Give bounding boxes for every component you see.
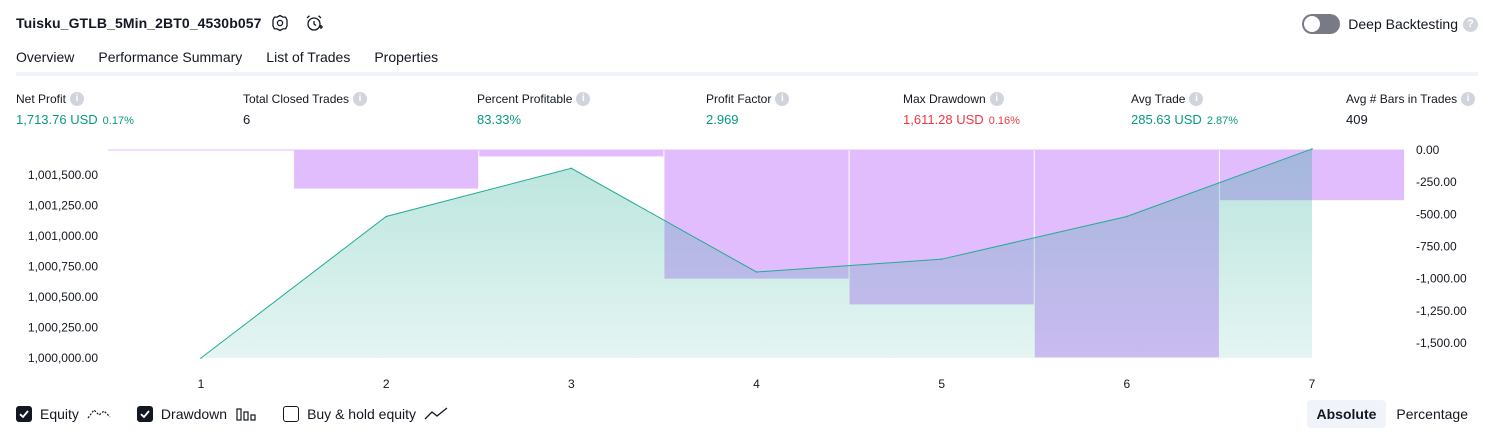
metric-value: 6 bbox=[243, 112, 251, 127]
metric-avg-bars-in-trades: Avg # Bars in Trades i 409 bbox=[1346, 92, 1476, 127]
metric-value: 83.33% bbox=[477, 112, 522, 127]
info-icon[interactable]: i bbox=[353, 92, 368, 106]
chart-legend: Equity Drawdown Buy & hold equity bbox=[16, 403, 474, 425]
x-axis-tick-label: 6 bbox=[1123, 377, 1130, 391]
info-icon[interactable]: i bbox=[989, 92, 1004, 106]
metric-label: Avg Trade bbox=[1131, 92, 1186, 106]
equity-point bbox=[1126, 215, 1128, 218]
metric-net-profit: Net Profit i 1,713.76 USD 0.17% bbox=[16, 92, 134, 127]
equity-point bbox=[385, 215, 387, 218]
buy-hold-checkbox[interactable] bbox=[283, 406, 300, 422]
tabs-divider bbox=[16, 72, 1478, 76]
metric-label: Profit Factor bbox=[706, 92, 772, 106]
equity-drawdown-chart[interactable]: 1,001,500.00 1,001,250.00 1,001,000.00 1,00… bbox=[0, 140, 1494, 398]
info-icon[interactable]: i bbox=[70, 92, 85, 106]
metric-avg-trade: Avg Trade i 285.63 USD 2.87% bbox=[1131, 92, 1238, 127]
toggle-knob bbox=[1304, 16, 1321, 32]
right-axis-tick-label: -1,250.00 bbox=[1416, 304, 1467, 318]
metrics-row: Net Profit i 1,713.76 USD 0.17% Total Clos… bbox=[16, 92, 1478, 132]
equity-point bbox=[570, 167, 573, 170]
mode-switch: Absolute Percentage bbox=[1306, 400, 1479, 428]
legend-equity[interactable]: Equity bbox=[16, 406, 111, 422]
right-axis-tick-label: -750.00 bbox=[1416, 240, 1457, 254]
metric-label: Percent Profitable bbox=[477, 92, 573, 106]
info-icon[interactable]: i bbox=[1189, 92, 1204, 106]
left-axis-tick-label: 1,000,000.00 bbox=[28, 351, 98, 365]
alarm-clock-plus-icon[interactable] bbox=[304, 13, 324, 33]
gear-icon[interactable] bbox=[270, 13, 290, 33]
left-axis-tick-label: 1,000,750.00 bbox=[28, 260, 98, 274]
percentage-button[interactable]: Percentage bbox=[1396, 406, 1468, 422]
equity-checkbox[interactable] bbox=[16, 406, 32, 422]
equity-point bbox=[200, 357, 202, 359]
legend-drawdown[interactable]: Drawdown bbox=[136, 406, 257, 422]
info-icon[interactable]: i bbox=[576, 92, 591, 106]
tab-performance-summary[interactable]: Performance Summary bbox=[98, 49, 243, 65]
left-axis-tick-label: 1,000,500.00 bbox=[28, 290, 98, 304]
tab-properties[interactable]: Properties bbox=[374, 49, 439, 65]
header: Tuisku_GTLB_5Min_2BT0_4530b057 Deep Back… bbox=[0, 0, 1494, 46]
metric-total-closed-trades: Total Closed Trades i 6 bbox=[243, 92, 368, 127]
right-axis-tick-label: -1,500.00 bbox=[1416, 336, 1467, 350]
metric-label: Max Drawdown bbox=[903, 92, 986, 106]
metric-max-drawdown: Max Drawdown i 1,611.28 USD 0.16% bbox=[903, 92, 1020, 127]
help-icon[interactable]: ? bbox=[1463, 16, 1478, 32]
left-axis-tick-label: 1,001,250.00 bbox=[28, 199, 98, 213]
metric-label: Net Profit bbox=[16, 92, 67, 106]
left-axis-tick-label: 1,000,250.00 bbox=[28, 321, 98, 335]
drawdown-bars-icon bbox=[236, 408, 256, 421]
x-axis-tick-label: 3 bbox=[568, 377, 575, 391]
metric-value: 1,713.76 USD bbox=[16, 112, 98, 127]
x-axis-tick-label: 7 bbox=[1309, 377, 1316, 391]
left-axis-tick-label: 1,001,000.00 bbox=[28, 229, 98, 243]
buy-hold-line-icon bbox=[424, 407, 448, 420]
legend-label: Drawdown bbox=[160, 406, 228, 422]
equity-point bbox=[755, 271, 758, 273]
drawdown-bar bbox=[294, 150, 479, 189]
absolute-button[interactable]: Absolute bbox=[1306, 400, 1387, 428]
deep-backtesting-label: Deep Backtesting bbox=[1348, 16, 1458, 32]
right-axis-tick-label: -500.00 bbox=[1416, 207, 1457, 221]
right-axis-tick-label: -250.00 bbox=[1416, 175, 1457, 189]
metric-profit-factor: Profit Factor i 2.969 bbox=[706, 92, 790, 127]
info-icon[interactable]: i bbox=[1461, 92, 1476, 106]
x-axis-tick-label: 1 bbox=[198, 377, 205, 391]
right-axis-tick-label: 0.00 bbox=[1416, 143, 1440, 157]
tab-bar: Overview Performance Summary List of Tra… bbox=[16, 46, 462, 76]
metric-percent-profitable: Percent Profitable i 83.33% bbox=[477, 92, 591, 127]
metric-label: Total Closed Trades bbox=[243, 92, 350, 106]
metric-value: 409 bbox=[1346, 112, 1368, 127]
left-axis-tick-label: 1,001,500.00 bbox=[28, 168, 98, 182]
metric-value: 285.63 USD bbox=[1131, 112, 1202, 127]
equity-line-icon bbox=[87, 409, 111, 419]
drawdown-bar bbox=[479, 150, 664, 157]
metric-percent: 2.87% bbox=[1206, 115, 1239, 127]
strategy-title: Tuisku_GTLB_5Min_2BT0_4530b057 bbox=[16, 15, 262, 31]
equity-area bbox=[201, 148, 1312, 358]
metric-value: 1,611.28 USD bbox=[903, 112, 984, 127]
metric-label: Avg # Bars in Trades bbox=[1346, 92, 1458, 106]
tab-list-of-trades[interactable]: List of Trades bbox=[266, 49, 351, 65]
drawdown-checkbox[interactable] bbox=[136, 406, 153, 422]
deep-backtesting-control: Deep Backtesting ? bbox=[1302, 13, 1478, 35]
metric-percent: 0.16% bbox=[988, 115, 1020, 127]
metric-percent: 0.17% bbox=[102, 115, 134, 127]
deep-backtesting-toggle[interactable] bbox=[1302, 14, 1341, 34]
equity-point bbox=[940, 258, 943, 260]
metric-value: 2.969 bbox=[706, 112, 739, 127]
x-axis-tick-label: 2 bbox=[383, 377, 390, 391]
legend-label: Buy & hold equity bbox=[307, 406, 417, 422]
equity-point bbox=[1311, 148, 1313, 150]
right-axis-tick-label: -1,000.00 bbox=[1416, 272, 1467, 286]
info-icon[interactable]: i bbox=[775, 92, 790, 106]
x-axis-tick-label: 4 bbox=[753, 377, 760, 391]
legend-buy-hold-equity[interactable]: Buy & hold equity bbox=[283, 406, 448, 422]
legend-label: Equity bbox=[40, 406, 79, 422]
x-axis-tick-label: 5 bbox=[938, 377, 945, 391]
